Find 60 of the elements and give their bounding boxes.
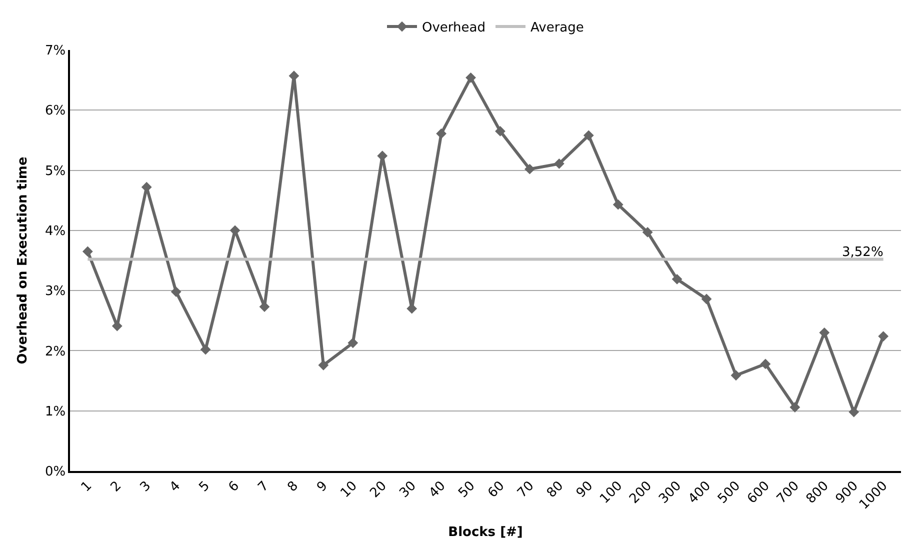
x-tick-label: 7 [255, 478, 272, 496]
x-tick-label: 1 [78, 478, 96, 496]
point [82, 246, 93, 257]
x-tick-label: 20 [367, 478, 390, 501]
point [672, 274, 682, 284]
x-tick-label: 70 [514, 478, 538, 501]
x-tick-label: 4 [167, 478, 184, 496]
point [612, 199, 624, 210]
x-tick-label: 300 [656, 478, 684, 507]
x-tick-label: 30 [396, 478, 420, 501]
y-axis-title: Overhead on Execution time [15, 156, 30, 364]
point [583, 130, 594, 141]
y-tick-label: 1% [45, 404, 66, 420]
x-tick-label: 600 [744, 478, 773, 507]
y-tick-label: 0% [45, 464, 66, 480]
y-tick-label: 4% [45, 224, 66, 239]
y-tick-label: 2% [45, 344, 66, 360]
point [760, 358, 771, 370]
legend-label: Average [530, 20, 584, 36]
data-label: 3,52% [842, 245, 884, 260]
point [524, 164, 535, 174]
x-tick-label: 90 [574, 478, 596, 501]
x-tick-label: 5 [196, 478, 213, 496]
x-axis-title: Blocks [#] [448, 524, 523, 540]
point [878, 331, 889, 342]
y-tick-label: 6% [45, 104, 66, 119]
x-tick-label: 500 [715, 478, 744, 507]
x-tick-label: 200 [626, 478, 655, 507]
point [200, 344, 211, 355]
point [495, 126, 506, 136]
x-tick-label: 8 [284, 478, 302, 496]
x-tick-label: 9 [314, 478, 331, 496]
x-tick-label: 800 [804, 478, 832, 507]
y-tick-label: 3% [45, 284, 66, 300]
point [642, 227, 653, 238]
x-tick-label: 50 [456, 478, 478, 501]
x-tick-label: 700 [774, 478, 802, 507]
point [466, 72, 476, 83]
point [848, 406, 860, 418]
x-tick-label: 2 [108, 478, 125, 496]
x-tick-label: 400 [686, 478, 714, 507]
x-tick-label: 40 [426, 478, 449, 501]
point [348, 338, 358, 348]
x-tick-label: 6 [226, 478, 242, 496]
x-tick-label: 100 [597, 478, 626, 507]
y-tick-label: 7% [45, 44, 66, 59]
point [554, 158, 564, 169]
point [318, 360, 329, 370]
point [170, 286, 182, 297]
x-tick-label: 10 [338, 478, 360, 501]
point [819, 327, 830, 338]
legend-label: Overhead [422, 20, 486, 36]
x-tick-label: 80 [544, 478, 567, 501]
x-tick-label: 3 [138, 478, 154, 496]
point [436, 128, 446, 139]
y-tick-label: 5% [45, 164, 66, 179]
x-tick-label: 60 [485, 478, 508, 501]
point [790, 402, 800, 412]
point [730, 370, 742, 381]
point [701, 294, 712, 304]
